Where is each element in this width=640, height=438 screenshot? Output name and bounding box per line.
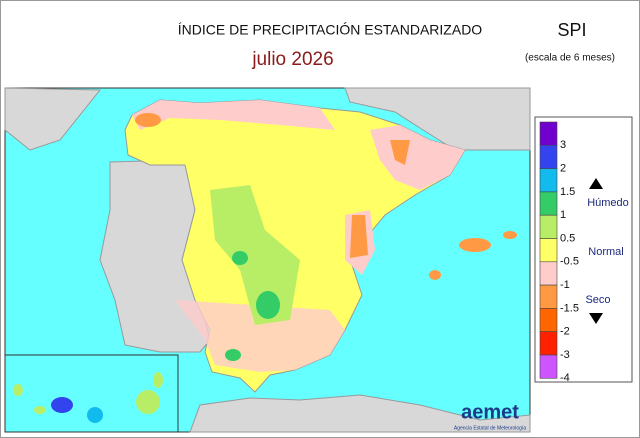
scale-note: (escala de 6 meses) — [525, 53, 615, 64]
legend: Húmedo Normal Seco 3 2 1.5 1 0.5 -0.5 -1 -1.5 -2… — [534, 116, 633, 384]
legend-label: 3 — [560, 139, 566, 151]
land — [4, 87, 102, 151]
dry-north — [132, 100, 335, 130]
wet-spot — [225, 349, 241, 361]
legend-label: -4 — [560, 372, 570, 384]
island — [51, 397, 73, 413]
wet-spot — [256, 291, 280, 319]
legend-label: -0.5 — [560, 256, 579, 268]
legend-swatch — [539, 331, 558, 356]
legend-label: -1.5 — [560, 302, 579, 314]
france — [344, 87, 531, 151]
wet-centre — [210, 185, 300, 325]
normal-label: Normal — [588, 246, 623, 258]
island — [87, 407, 103, 423]
legend-swatch — [539, 238, 558, 263]
africa — [189, 394, 531, 433]
dry-spot — [350, 215, 368, 258]
legend-label: -2 — [560, 326, 570, 338]
mallorca — [459, 238, 491, 252]
menorca — [503, 231, 517, 239]
legend-swatch — [539, 284, 558, 309]
map: aemet Agencia Estatal de Meteorología — [4, 87, 531, 433]
legend-label: -1 — [560, 279, 570, 291]
legend-swatch — [539, 261, 558, 286]
legend-label: 2 — [560, 163, 566, 175]
legend-swatch — [539, 354, 558, 379]
legend-swatch — [539, 145, 558, 169]
island — [13, 384, 23, 396]
island — [136, 390, 160, 414]
logo: aemet — [461, 401, 519, 423]
period: julio 2026 — [251, 49, 333, 70]
ibiza — [429, 270, 441, 280]
dry-south — [175, 300, 345, 372]
wet-label: Húmedo — [587, 197, 629, 209]
legend-label: 1.5 — [560, 186, 575, 198]
legend-label: 0.5 — [560, 232, 575, 244]
title: ÍNDICE DE PRECIPITACIÓN ESTANDARIZADO — [178, 22, 483, 38]
dry-spot — [135, 113, 161, 127]
legend-label: -3 — [560, 349, 570, 361]
legend-swatch — [539, 168, 558, 193]
dry-spot — [390, 140, 410, 165]
legend-swatch — [539, 214, 558, 239]
dry-label: Seco — [585, 294, 610, 306]
arrow-up — [589, 178, 603, 189]
arrow-down — [589, 313, 603, 324]
legend-label: 1 — [560, 209, 566, 221]
legend-swatch — [539, 121, 558, 146]
island — [153, 372, 163, 388]
index-name: SPI — [557, 20, 586, 40]
legend-swatch — [539, 191, 558, 216]
legend-swatch — [539, 308, 558, 332]
wet-spot — [232, 251, 248, 265]
island — [34, 406, 46, 414]
logo-subtitle: Agencia Estatal de Meteorología — [454, 425, 526, 431]
